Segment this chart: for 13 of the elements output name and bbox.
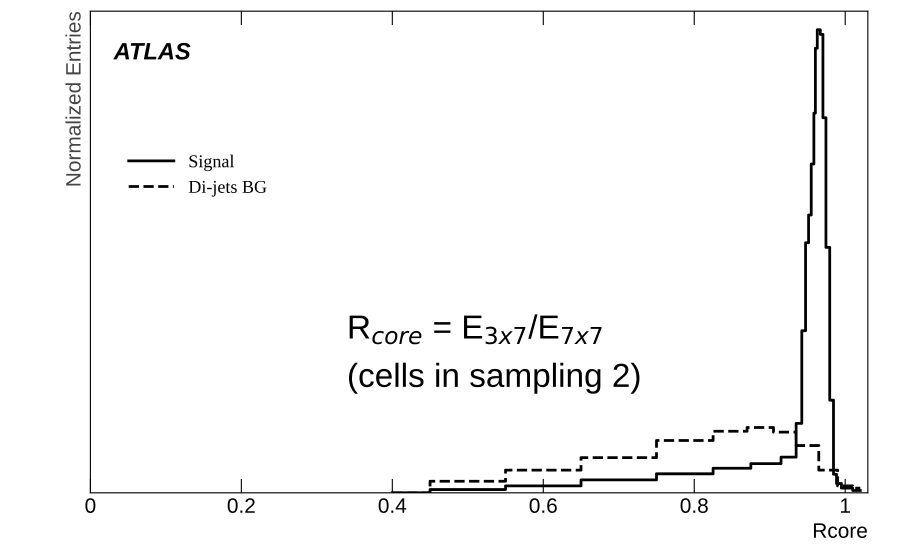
- x-tick-label: 0.2: [228, 498, 255, 513]
- legend-label: Signal: [190, 154, 234, 172]
- x-tick-label: 0.6: [530, 498, 557, 513]
- x-axis-title: Rcore: [814, 523, 867, 538]
- legend-label: Di-jets BG: [188, 180, 266, 197]
- annotation: (cells in sampling 2): [349, 362, 640, 394]
- x-tick-label: 0: [85, 498, 96, 513]
- annotation: R$_{core}$ = E$_{3x7}$/E$_{7x7}$: [350, 314, 602, 344]
- x-tick-label: 1: [840, 498, 850, 513]
- annotation: ATLAS: [113, 42, 190, 60]
- x-tick-label: 0.4: [378, 498, 406, 513]
- y-axis-title: Normalized Entries: [65, 12, 81, 186]
- x-tick-label: 0.8: [680, 498, 708, 513]
